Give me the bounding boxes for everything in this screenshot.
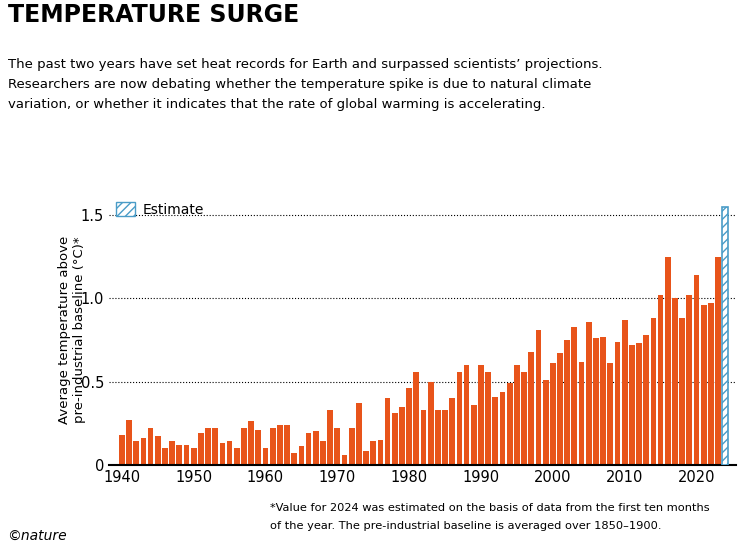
Bar [370, 442, 376, 465]
Bar [263, 448, 268, 465]
Bar [169, 442, 175, 465]
Text: The past two years have set heat records for Earth and surpassed scientists’ pro: The past two years have set heat records… [8, 58, 602, 71]
Bar [463, 365, 469, 465]
Bar [608, 363, 613, 465]
Bar [299, 447, 304, 465]
Bar [457, 372, 463, 465]
Bar [636, 343, 642, 465]
Bar [428, 382, 433, 465]
Bar [586, 322, 592, 465]
Bar [327, 410, 333, 465]
Bar [155, 437, 161, 465]
Bar [679, 318, 685, 465]
Text: TEMPERATURE SURGE: TEMPERATURE SURGE [8, 3, 299, 27]
Bar [535, 330, 541, 465]
Bar [650, 318, 656, 465]
Bar [644, 335, 649, 465]
Bar [191, 448, 197, 465]
Bar [614, 342, 620, 465]
Bar [313, 432, 318, 465]
Bar [722, 207, 728, 465]
Bar [378, 440, 383, 465]
Text: ©nature: ©nature [8, 529, 67, 543]
Bar [385, 398, 391, 465]
Bar [572, 327, 578, 465]
Bar [686, 295, 692, 465]
Bar [406, 388, 412, 465]
Bar [708, 304, 713, 465]
Bar [342, 455, 348, 465]
Bar [277, 425, 282, 465]
Bar [183, 445, 189, 465]
Text: Researchers are now debating whether the temperature spike is due to natural cli: Researchers are now debating whether the… [8, 78, 591, 91]
Bar [126, 420, 132, 465]
Bar [550, 363, 556, 465]
Text: *Value for 2024 was estimated on the basis of data from the first ten months: *Value for 2024 was estimated on the bas… [270, 503, 710, 513]
Bar [672, 299, 678, 465]
Bar [564, 340, 570, 465]
Bar [722, 207, 728, 465]
Bar [658, 295, 663, 465]
Bar [701, 305, 707, 465]
Text: variation, or whether it indicates that the rate of global warming is accelerati: variation, or whether it indicates that … [8, 98, 545, 112]
Bar [579, 361, 584, 465]
Bar [134, 442, 139, 465]
Bar [213, 428, 218, 465]
Bar [198, 433, 204, 465]
Bar [140, 438, 146, 465]
Bar [291, 453, 297, 465]
Bar [348, 428, 354, 465]
Bar [529, 351, 534, 465]
Bar [485, 372, 491, 465]
Bar [414, 372, 419, 465]
Bar [593, 338, 599, 465]
Bar [334, 428, 340, 465]
Bar [356, 403, 362, 465]
Bar [694, 275, 699, 465]
Bar [205, 428, 211, 465]
Bar [320, 442, 326, 465]
Bar [392, 413, 398, 465]
Bar [219, 443, 225, 465]
Bar [421, 410, 427, 465]
Bar [306, 433, 312, 465]
Bar [514, 365, 520, 465]
Bar [629, 345, 635, 465]
Bar [471, 405, 477, 465]
Bar [399, 406, 405, 465]
Bar [363, 452, 369, 465]
Bar [600, 337, 606, 465]
Bar [442, 410, 448, 465]
Bar [499, 392, 505, 465]
Legend: Estimate: Estimate [116, 202, 204, 217]
Bar [227, 442, 233, 465]
Bar [722, 207, 728, 465]
Bar [449, 398, 455, 465]
Bar [557, 353, 562, 465]
Bar [478, 365, 484, 465]
Bar [249, 421, 254, 465]
Text: of the year. The pre-industrial baseline is averaged over 1850–1900.: of the year. The pre-industrial baseline… [270, 521, 662, 531]
Bar [255, 430, 261, 465]
Bar [176, 445, 182, 465]
Bar [665, 257, 671, 465]
Bar [435, 410, 441, 465]
Bar [284, 425, 290, 465]
Bar [543, 380, 548, 465]
Bar [270, 428, 276, 465]
Bar [507, 383, 513, 465]
Y-axis label: Average temperature above
pre-industrial baseline (°C)*: Average temperature above pre-industrial… [59, 236, 86, 424]
Bar [148, 428, 153, 465]
Bar [162, 448, 167, 465]
Bar [493, 397, 498, 465]
Bar [521, 372, 527, 465]
Bar [715, 257, 721, 465]
Bar [119, 435, 125, 465]
Bar [241, 428, 247, 465]
Bar [622, 320, 628, 465]
Bar [234, 448, 240, 465]
